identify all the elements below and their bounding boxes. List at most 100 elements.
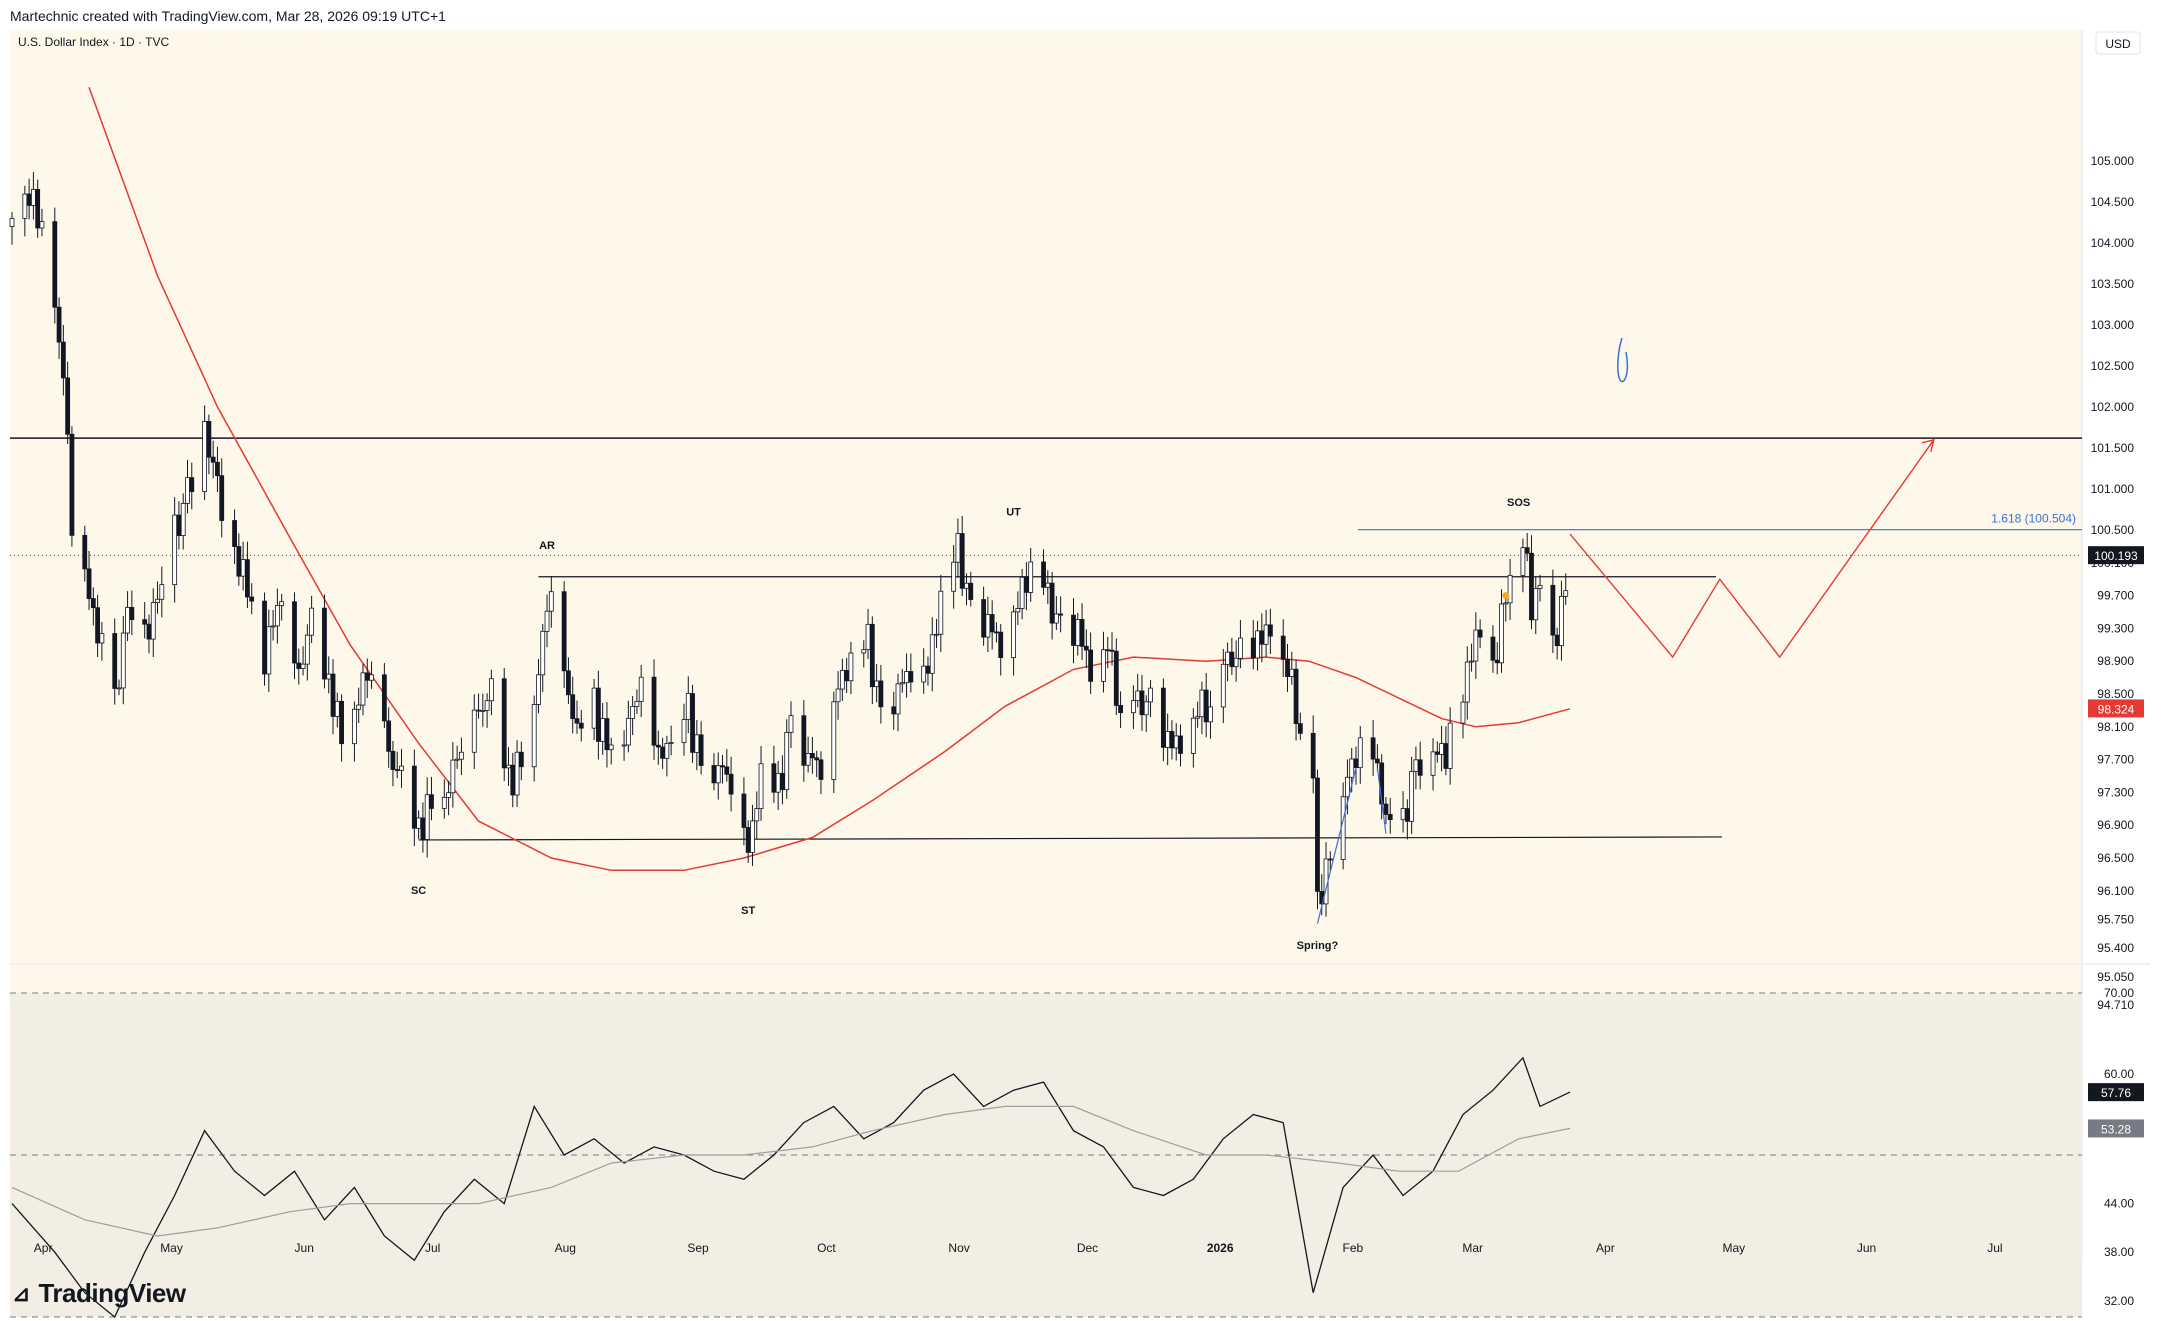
candle[interactable] xyxy=(1460,701,1466,724)
candle[interactable] xyxy=(360,672,366,706)
candle[interactable] xyxy=(634,700,640,707)
candle[interactable] xyxy=(1563,590,1569,597)
candle[interactable] xyxy=(296,662,302,669)
candle[interactable] xyxy=(1041,561,1046,588)
candle[interactable] xyxy=(955,533,961,563)
candle[interactable] xyxy=(805,753,811,766)
candle[interactable] xyxy=(292,601,297,664)
candle[interactable] xyxy=(202,421,208,493)
candle[interactable] xyxy=(510,764,516,796)
candle[interactable] xyxy=(1220,663,1226,708)
rsi-ma-line[interactable] xyxy=(11,1105,1571,1237)
candle[interactable] xyxy=(1507,574,1513,604)
candle[interactable] xyxy=(82,534,88,570)
candle[interactable] xyxy=(848,652,854,682)
candle[interactable] xyxy=(488,678,494,702)
candle[interactable] xyxy=(1169,731,1175,749)
candle[interactable] xyxy=(664,742,670,759)
candle[interactable] xyxy=(1559,595,1564,647)
candle[interactable] xyxy=(185,477,190,504)
candle[interactable] xyxy=(831,701,837,780)
candle[interactable] xyxy=(1447,722,1453,769)
candle[interactable] xyxy=(90,598,96,609)
candle[interactable] xyxy=(1024,576,1029,593)
candle[interactable] xyxy=(35,189,41,229)
candle[interactable] xyxy=(266,626,272,675)
candle[interactable] xyxy=(951,561,957,592)
candle[interactable] xyxy=(416,817,422,829)
candle[interactable] xyxy=(1464,661,1470,703)
candle[interactable] xyxy=(959,533,965,589)
candle[interactable] xyxy=(835,688,841,703)
candle[interactable] xyxy=(775,772,781,793)
candle[interactable] xyxy=(364,672,370,681)
candle[interactable] xyxy=(985,614,991,638)
candle[interactable] xyxy=(9,217,15,227)
candle[interactable] xyxy=(99,633,105,644)
candle[interactable] xyxy=(1101,649,1106,682)
candle[interactable] xyxy=(1289,668,1295,677)
candle[interactable] xyxy=(839,670,845,690)
candle[interactable] xyxy=(741,793,747,828)
candle[interactable] xyxy=(595,687,601,742)
candle[interactable] xyxy=(26,193,32,206)
candle[interactable] xyxy=(891,706,897,715)
candle[interactable] xyxy=(1139,690,1145,716)
candle[interactable] xyxy=(65,377,71,435)
candle[interactable] xyxy=(934,633,939,636)
candle[interactable] xyxy=(1524,547,1530,554)
candle[interactable] xyxy=(651,676,657,746)
candle[interactable] xyxy=(625,717,631,746)
candle[interactable] xyxy=(1058,613,1064,616)
moving-average-line[interactable] xyxy=(88,86,1571,872)
candle[interactable] xyxy=(780,772,785,791)
candle[interactable] xyxy=(844,670,850,682)
candle[interactable] xyxy=(938,590,944,635)
candle[interactable] xyxy=(1250,637,1256,659)
candle[interactable] xyxy=(921,665,927,683)
candle[interactable] xyxy=(690,693,695,753)
candle[interactable] xyxy=(544,610,550,632)
candle[interactable] xyxy=(1430,751,1436,776)
candle[interactable] xyxy=(176,514,182,536)
candle[interactable] xyxy=(750,820,755,853)
candle[interactable] xyxy=(660,746,665,759)
candle[interactable] xyxy=(810,753,815,759)
candle[interactable] xyxy=(518,751,524,768)
candle[interactable] xyxy=(476,709,481,712)
candle[interactable] xyxy=(22,193,28,219)
candle[interactable] xyxy=(245,559,250,598)
candle[interactable] xyxy=(818,759,824,780)
candle[interactable] xyxy=(446,792,451,798)
candle[interactable] xyxy=(150,602,156,640)
candle[interactable] xyxy=(724,766,730,775)
candle[interactable] xyxy=(1345,776,1350,798)
candle[interactable] xyxy=(1315,777,1320,892)
candle[interactable] xyxy=(112,633,118,689)
candle[interactable] xyxy=(1490,636,1496,661)
rsi-line[interactable] xyxy=(11,1056,1571,1319)
candle[interactable] xyxy=(1238,637,1243,659)
candle[interactable] xyxy=(728,773,734,795)
candle[interactable] xyxy=(621,744,627,747)
candle[interactable] xyxy=(1499,603,1504,664)
candle[interactable] xyxy=(1520,547,1526,576)
candle[interactable] xyxy=(125,607,130,634)
candle[interactable] xyxy=(189,477,195,493)
candle[interactable] xyxy=(330,673,336,717)
candle[interactable] xyxy=(411,765,417,829)
candle[interactable] xyxy=(929,634,935,674)
candle[interactable] xyxy=(1374,758,1380,764)
candle[interactable] xyxy=(895,683,901,715)
candle[interactable] xyxy=(1113,650,1119,706)
candle[interactable] xyxy=(694,734,700,753)
candle[interactable] xyxy=(56,306,62,343)
candle[interactable] xyxy=(865,623,871,651)
candle[interactable] xyxy=(1477,629,1483,638)
candle[interactable] xyxy=(1434,751,1440,755)
candle[interactable] xyxy=(1178,735,1183,754)
candle[interactable] xyxy=(501,678,507,769)
candle[interactable] xyxy=(506,764,511,769)
candle[interactable] xyxy=(1173,735,1179,749)
candle[interactable] xyxy=(1469,660,1474,663)
